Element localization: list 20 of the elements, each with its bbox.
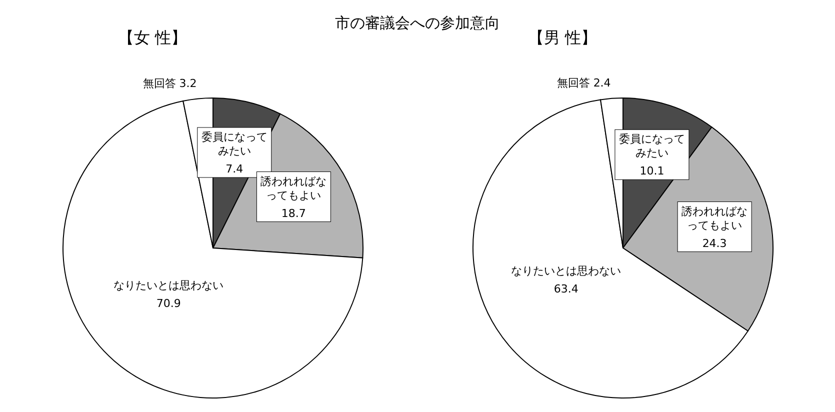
data-label: 7.4	[226, 162, 244, 176]
chart-subtitle: 【女 性】	[118, 28, 188, 49]
slice-label: 無回答	[556, 76, 590, 90]
slice-label: 委員になってみたい	[618, 132, 685, 160]
slice-label: なりたいとは思わない	[114, 278, 224, 292]
slice-label: 誘われればなってもよい	[682, 204, 748, 232]
slice-label: なりたいとは思わない	[511, 264, 622, 278]
data-label: 18.7	[281, 206, 306, 220]
data-label: 3.2	[179, 76, 197, 90]
data-label: 70.9	[156, 296, 181, 310]
slice-label: 委員になってみたい	[201, 130, 268, 158]
data-label: 63.4	[554, 282, 578, 296]
data-label: 10.1	[640, 164, 664, 178]
data-label: 24.3	[702, 236, 727, 250]
slice-label: 無回答	[142, 76, 176, 90]
pie-slice	[62, 100, 364, 398]
text: 市の審議会への参加意向	[335, 14, 500, 32]
slice-label: 誘われればなってもよい	[260, 174, 327, 202]
chart-subtitle: 【男 性】	[528, 28, 598, 49]
data-label: 2.4	[593, 76, 611, 90]
